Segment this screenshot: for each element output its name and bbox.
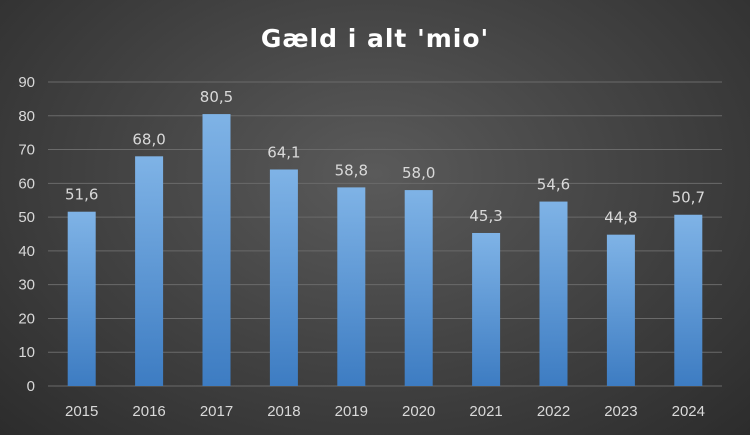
bars bbox=[67, 114, 703, 386]
x-tick-label-2024: 2024 bbox=[672, 403, 705, 420]
data-label-2020: 58,0 bbox=[402, 164, 435, 182]
data-labels: 51,6 68,0 80,5 64,1 58,8 58,0 45,3 54,6 44,8 50,7 bbox=[65, 88, 705, 227]
x-tick-label-2023: 2023 bbox=[604, 403, 637, 420]
data-label-2018: 64,1 bbox=[267, 143, 300, 161]
bar-2018 bbox=[269, 169, 298, 386]
x-tick-label-2021: 2021 bbox=[469, 403, 502, 420]
x-tick-label-2019: 2019 bbox=[335, 403, 368, 420]
data-label-2017: 80,5 bbox=[200, 88, 233, 106]
x-tick-label-2015: 2015 bbox=[65, 403, 98, 420]
y-tick-label: 90 bbox=[18, 74, 35, 91]
chart-title: Gæld i alt 'mio' bbox=[261, 24, 489, 53]
bar-2019 bbox=[337, 187, 366, 386]
x-tick-label-2022: 2022 bbox=[537, 403, 570, 420]
y-axis-ticks: 0 10 20 30 40 50 60 70 80 90 bbox=[18, 74, 35, 395]
bar-2016 bbox=[135, 156, 164, 386]
x-tick-label-2020: 2020 bbox=[402, 403, 435, 420]
data-label-2021: 45,3 bbox=[469, 207, 502, 225]
x-tick-label-2018: 2018 bbox=[267, 403, 300, 420]
data-label-2015: 51,6 bbox=[65, 186, 98, 204]
bar-2024 bbox=[674, 214, 703, 386]
y-tick-label: 10 bbox=[18, 344, 35, 361]
y-tick-label: 70 bbox=[18, 142, 35, 159]
y-tick-label: 0 bbox=[27, 378, 35, 395]
data-label-2023: 44,8 bbox=[604, 209, 637, 227]
y-tick-label: 20 bbox=[18, 310, 35, 327]
y-tick-label: 80 bbox=[18, 108, 35, 125]
bar-2020 bbox=[404, 190, 433, 386]
y-tick-label: 60 bbox=[18, 175, 35, 192]
data-label-2016: 68,0 bbox=[132, 130, 165, 148]
data-label-2019: 58,8 bbox=[335, 161, 368, 179]
bar-2017 bbox=[202, 114, 231, 386]
x-tick-label-2016: 2016 bbox=[132, 403, 165, 420]
bar-2015 bbox=[67, 211, 96, 386]
bar-2023 bbox=[606, 234, 635, 386]
bar-2021 bbox=[472, 232, 501, 386]
y-tick-label: 30 bbox=[18, 277, 35, 294]
bar-2022 bbox=[539, 201, 568, 386]
x-axis-ticks: 2015 2016 2017 2018 2019 2020 2021 2022 2023 2024 bbox=[65, 403, 705, 420]
x-tick-label-2017: 2017 bbox=[200, 403, 233, 420]
y-tick-label: 40 bbox=[18, 243, 35, 260]
data-label-2022: 54,6 bbox=[537, 176, 570, 194]
data-label-2024: 50,7 bbox=[672, 189, 705, 207]
y-tick-label: 50 bbox=[18, 209, 35, 226]
